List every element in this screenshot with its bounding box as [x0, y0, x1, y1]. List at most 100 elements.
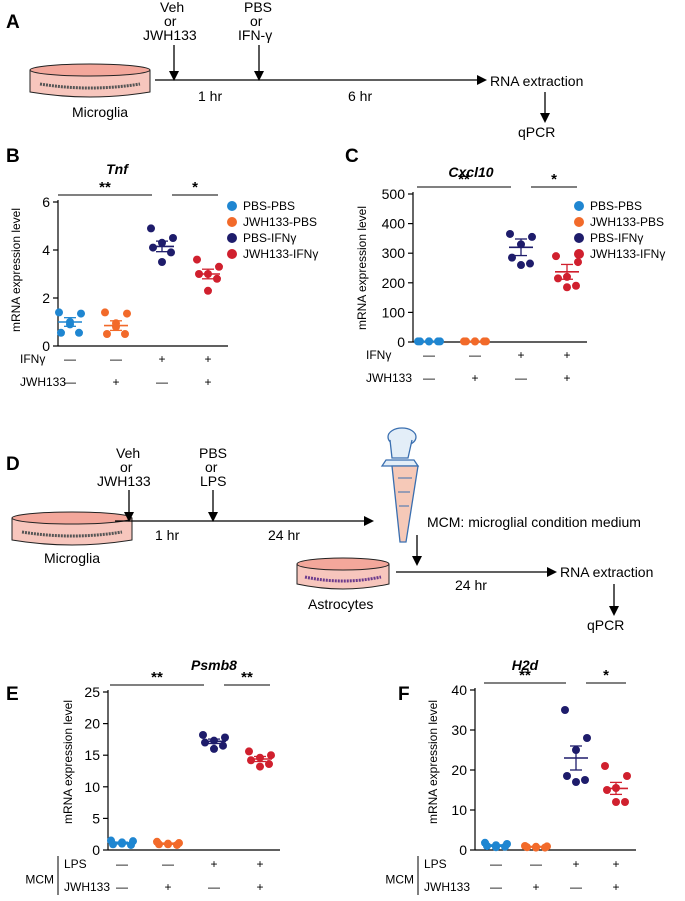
- data-point: [173, 840, 181, 849]
- time-1hr: 1 hr: [155, 527, 179, 543]
- data-point: [127, 840, 135, 849]
- data-point: [528, 232, 536, 241]
- y-tick-label: 25: [84, 684, 100, 700]
- data-point: [213, 274, 221, 283]
- chart-title: Cxcl10: [448, 164, 493, 180]
- y-tick-label: 2: [42, 290, 50, 306]
- condition-value: +: [563, 371, 570, 385]
- dish-label-microglia: Microglia: [72, 104, 128, 120]
- data-point: [77, 309, 85, 318]
- chart-title: H2d: [512, 657, 539, 673]
- data-point: [103, 330, 111, 338]
- y-axis-label: mRNA expression level: [9, 208, 23, 332]
- legend-label: JWH133-IFNγ: [243, 247, 318, 261]
- data-point: [245, 747, 253, 756]
- legend-swatch: [227, 201, 237, 211]
- panel-label-e: E: [6, 684, 19, 705]
- data-point: [517, 261, 525, 270]
- data-point: [583, 734, 591, 742]
- y-tick-label: 40: [451, 682, 467, 698]
- pipette-icon: [380, 427, 420, 543]
- significance-label: **: [241, 669, 253, 686]
- or-label: or: [164, 13, 177, 29]
- time-1hr: 1 hr: [198, 88, 222, 104]
- y-tick-label: 0: [42, 338, 50, 354]
- condition-value: —: [530, 857, 542, 871]
- y-tick-label: 5: [92, 810, 100, 826]
- time-24hr-2: 24 hr: [455, 577, 487, 593]
- data-point: [612, 798, 620, 806]
- significance-label: *: [603, 667, 609, 684]
- data-point: [265, 760, 273, 769]
- data-point: [574, 258, 582, 267]
- data-point: [204, 286, 212, 295]
- legend-label: JWH133-IFNγ: [590, 247, 665, 261]
- condition-value: +: [256, 880, 263, 894]
- panel-label-b: B: [6, 146, 20, 167]
- condition-value: +: [612, 857, 619, 871]
- y-tick-label: 300: [382, 245, 406, 261]
- rna-extraction-label: RNA extraction: [560, 564, 653, 580]
- data-point: [563, 772, 571, 780]
- y-tick-label: 20: [84, 716, 100, 732]
- data-point: [199, 730, 207, 739]
- legend-label: PBS-IFNγ: [243, 231, 296, 245]
- ifn-label: IFN-γ: [238, 27, 272, 43]
- time-24hr: 24 hr: [268, 527, 300, 543]
- condition-value: —: [515, 371, 527, 385]
- y-tick-label: 6: [42, 194, 50, 210]
- condition-value: —: [490, 857, 502, 871]
- data-point: [572, 281, 580, 290]
- or-label: or: [205, 459, 218, 475]
- microglia-dish-icon: [29, 63, 151, 98]
- condition-value: —: [116, 880, 128, 894]
- data-point: [267, 751, 275, 760]
- condition-value: +: [612, 880, 619, 894]
- data-point: [201, 738, 209, 747]
- condition-label: IFNγ: [366, 348, 391, 362]
- data-point: [552, 252, 560, 261]
- y-axis-label: mRNA expression level: [426, 700, 440, 824]
- data-point: [221, 733, 229, 742]
- pbs-label: PBS: [244, 0, 272, 15]
- condition-value: —: [208, 880, 220, 894]
- data-point: [508, 253, 516, 262]
- condition-value: —: [110, 352, 122, 366]
- condition-value: +: [256, 857, 263, 871]
- condition-value: +: [517, 348, 524, 362]
- condition-value: —: [423, 371, 435, 385]
- data-point: [55, 308, 63, 317]
- psmb8-scatter-plot: 0 5 10 15 20 25 ** ** LPS — — + + JWH133 — + — + MCM: [25, 669, 280, 895]
- data-point: [506, 229, 514, 238]
- legend: PBS-PBS JWH133-PBS PBS-IFNγ JWH133-IFNγ: [574, 199, 665, 261]
- data-point: [563, 283, 571, 292]
- significance-label: **: [151, 669, 163, 686]
- condition-value: —: [570, 880, 582, 894]
- data-point: [601, 762, 609, 770]
- jwh133-label: JWH133: [143, 27, 197, 43]
- condition-value: +: [572, 857, 579, 871]
- condition-label: LPS: [424, 857, 447, 871]
- data-point: [147, 224, 155, 233]
- data-point: [501, 842, 509, 851]
- legend-label: PBS-PBS: [590, 199, 642, 213]
- legend: PBS-PBS JWH133-PBS PBS-IFNγ JWH133-IFNγ: [227, 199, 318, 261]
- data-point: [554, 274, 562, 283]
- condition-value: +: [532, 880, 539, 894]
- condition-label: JWH133: [20, 375, 66, 389]
- jwh133-label: JWH133: [97, 473, 151, 489]
- legend-label: JWH133-PBS: [590, 215, 664, 229]
- condition-label: JWH133: [64, 880, 110, 894]
- legend-swatch: [574, 201, 584, 211]
- y-tick-label: 20: [451, 762, 467, 778]
- data-point: [109, 840, 117, 849]
- condition-value: —: [156, 375, 168, 389]
- mcm-definition: MCM: microglial condition medium: [427, 514, 641, 530]
- panel-d-schematic: D Microglia Veh or JWH133 PBS or LPS 1 h…: [6, 427, 653, 633]
- time-6hr: 6 hr: [348, 88, 372, 104]
- dish-label-microglia: Microglia: [44, 550, 100, 566]
